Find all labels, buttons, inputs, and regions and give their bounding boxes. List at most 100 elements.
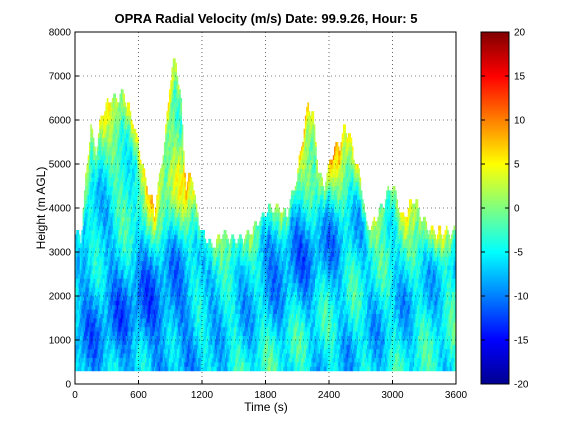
- heatmap-cell: [160, 348, 162, 354]
- heatmap-cell: [141, 225, 143, 231]
- heatmap-cell: [149, 340, 152, 345]
- heatmap-cell: [125, 256, 128, 262]
- heatmap-cell: [147, 260, 150, 266]
- heatmap-cell: [119, 348, 122, 354]
- heatmap-cell: [76, 238, 78, 244]
- heatmap-cell: [99, 164, 101, 169]
- heatmap-cell: [105, 124, 108, 130]
- heatmap-cell: [166, 344, 169, 350]
- heatmap-cell: [76, 318, 78, 323]
- heatmap-cell: [102, 296, 105, 301]
- heatmap-cell: [94, 168, 96, 174]
- heatmap-cell: [182, 247, 185, 253]
- heatmap-cell: [142, 199, 144, 204]
- heatmap-cell: [102, 348, 105, 354]
- heatmap-cell: [125, 357, 128, 363]
- heatmap-cell: [111, 274, 114, 279]
- heatmap-cell: [85, 243, 87, 248]
- heatmap-cell: [95, 313, 97, 319]
- heatmap-cell: [196, 278, 199, 284]
- heatmap-cell: [157, 326, 160, 332]
- heatmap-cell: [168, 146, 171, 152]
- heatmap-cell: [129, 212, 132, 218]
- heatmap-cell: [143, 225, 146, 231]
- heatmap-cell: [95, 296, 97, 301]
- heatmap-cell: [114, 353, 117, 358]
- heatmap-cell: [137, 309, 139, 314]
- heatmap-cell: [191, 190, 194, 196]
- heatmap-cell: [130, 366, 133, 372]
- heatmap-cell: [116, 190, 119, 196]
- heatmap-cell: [168, 128, 171, 134]
- heatmap-cell: [108, 366, 110, 372]
- heatmap-cell: [109, 322, 111, 328]
- heatmap-cell: [106, 168, 109, 174]
- heatmap-cell: [162, 225, 165, 231]
- heatmap-cell: [155, 300, 157, 306]
- heatmap-cell: [141, 274, 143, 279]
- heatmap-cell: [153, 216, 156, 222]
- heatmap-cell: [134, 274, 137, 279]
- heatmap-cell: [195, 208, 198, 213]
- heatmap-cell: [171, 150, 174, 156]
- heatmap-cell: [180, 203, 183, 209]
- heatmap-cell: [172, 150, 175, 156]
- heatmap-cell: [160, 335, 162, 341]
- heatmap-cell: [97, 221, 100, 226]
- heatmap-cell: [99, 326, 101, 332]
- heatmap-cell: [176, 287, 179, 292]
- heatmap-cell: [171, 278, 174, 284]
- heatmap-cell: [113, 133, 115, 138]
- heatmap-cell: [97, 362, 100, 367]
- heatmap-cell: [113, 287, 115, 292]
- heatmap-cell: [134, 238, 137, 244]
- heatmap-cell: [186, 221, 189, 226]
- heatmap-cell: [172, 225, 175, 231]
- heatmap-cell: [91, 142, 94, 147]
- heatmap-cell: [133, 168, 136, 174]
- heatmap-cell: [100, 353, 103, 358]
- heatmap-cell: [135, 252, 138, 257]
- heatmap-cell: [191, 216, 194, 222]
- heatmap-cell: [108, 318, 110, 323]
- heatmap-cell: [175, 150, 177, 156]
- heatmap-cell: [170, 98, 172, 103]
- heatmap-cell: [186, 291, 189, 297]
- heatmap-cell: [88, 304, 91, 310]
- heatmap-cell: [81, 269, 84, 275]
- heatmap-cell: [124, 142, 127, 147]
- heatmap-cell: [119, 164, 122, 169]
- heatmap-cell: [124, 340, 127, 345]
- heatmap-cell: [110, 203, 113, 209]
- heatmap-cell: [179, 199, 181, 204]
- heatmap-cell: [115, 243, 118, 248]
- heatmap-cell: [104, 291, 106, 297]
- heatmap-cell: [171, 76, 174, 81]
- heatmap-cell: [125, 322, 128, 328]
- heatmap-cell: [110, 313, 113, 319]
- heatmap-cell: [130, 287, 133, 292]
- heatmap-cell: [168, 348, 171, 354]
- heatmap-cell: [110, 181, 113, 187]
- heatmap-cell: [125, 225, 128, 231]
- heatmap-cell: [116, 362, 119, 367]
- heatmap-cell: [149, 362, 152, 367]
- heatmap-cell: [168, 208, 171, 213]
- heatmap-cell: [148, 362, 151, 367]
- heatmap-cell: [157, 194, 160, 200]
- heatmap-cell: [125, 300, 128, 306]
- heatmap-cell: [144, 212, 147, 218]
- heatmap-cell: [168, 225, 171, 231]
- heatmap-cell: [88, 326, 91, 332]
- heatmap-cell: [142, 318, 144, 323]
- heatmap-cell: [100, 120, 103, 125]
- heatmap-cell: [85, 269, 87, 275]
- heatmap-cell: [114, 146, 117, 152]
- heatmap-cell: [175, 133, 177, 138]
- heatmap-cell: [80, 326, 82, 332]
- heatmap-cell: [111, 234, 114, 240]
- heatmap-cell: [118, 142, 120, 147]
- heatmap-cell: [170, 300, 172, 306]
- heatmap-cell: [184, 247, 186, 253]
- heatmap-cell: [120, 221, 123, 226]
